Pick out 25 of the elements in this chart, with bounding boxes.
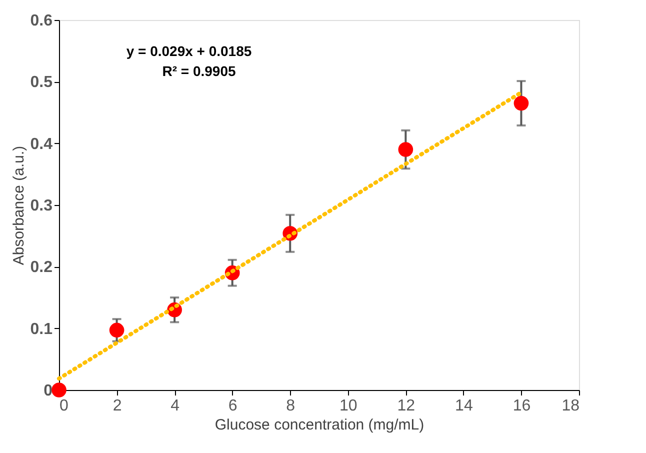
x-tick-label: 18 [562, 398, 580, 414]
x-axis-title: Glucose concentration (mg/mL) [214, 416, 424, 434]
point [398, 142, 414, 157]
y-axis-title: Absorbance (a.u.) [10, 146, 28, 266]
y-tick-label: 0.4 [30, 136, 53, 153]
x-tick-label: 14 [455, 398, 473, 414]
y-tick-label: 0.3 [30, 198, 53, 214]
x-tick-label: 4 [170, 398, 180, 414]
point [52, 382, 66, 398]
annotation: R² = 0.9905 [162, 63, 236, 79]
x-tick-label: 10 [339, 398, 358, 414]
y-tick-label: 0.6 [30, 12, 53, 30]
x-tick-label: 16 [512, 398, 531, 414]
x-tick-label: 0 [60, 398, 68, 414]
x-tick-label: 6 [228, 398, 238, 414]
y-tick-label: 0.1 [30, 320, 53, 338]
point [109, 322, 124, 338]
y-tick-label: 0.2 [30, 259, 53, 276]
x-tick-label: 12 [397, 398, 416, 414]
x-tick-label: 2 [112, 398, 122, 414]
point [514, 96, 529, 111]
x-tick-label: 8 [286, 398, 296, 414]
y-tick-label: 0 [44, 382, 53, 400]
y-tick-label: 0.5 [30, 74, 53, 92]
annotation: y = 0.029x + 0.0185 [126, 43, 252, 59]
